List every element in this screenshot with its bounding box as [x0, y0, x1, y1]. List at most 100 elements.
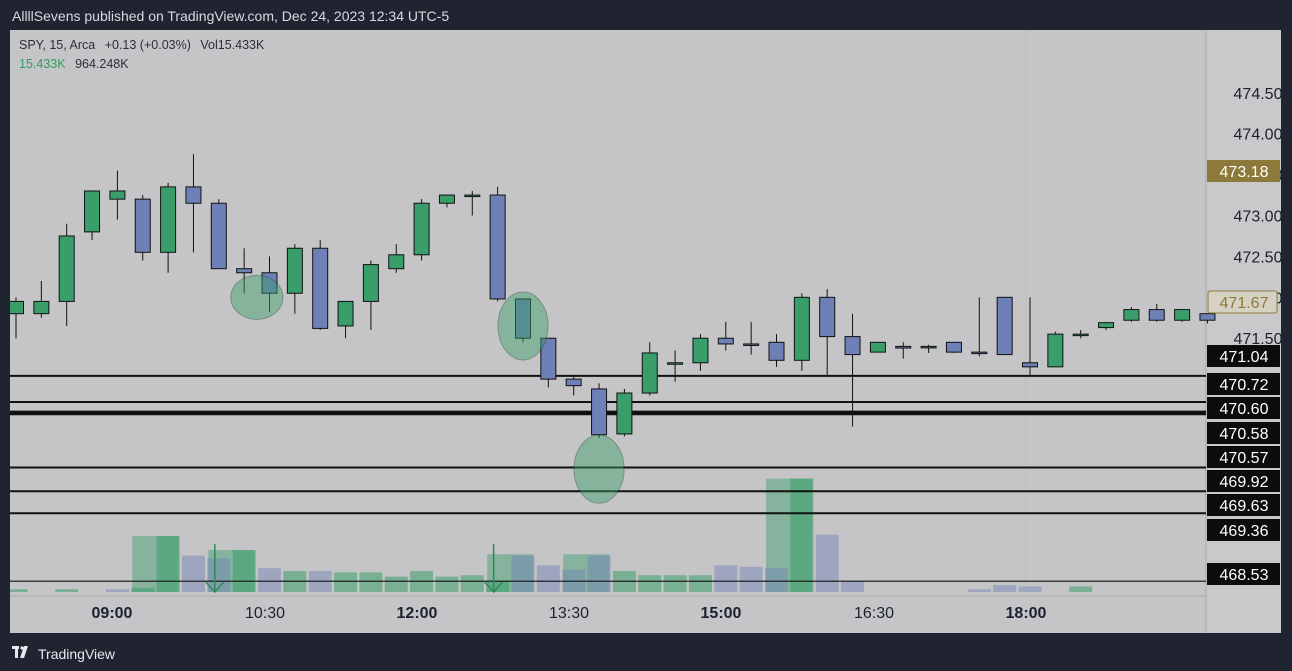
candle-body[interactable] — [540, 337, 557, 380]
candle-body[interactable] — [388, 254, 405, 270]
time-tick-label: 13:30 — [549, 605, 589, 622]
candle-body[interactable] — [312, 247, 329, 329]
candle-body[interactable] — [819, 296, 836, 338]
volume-bar — [967, 589, 991, 592]
candle-body[interactable] — [236, 268, 253, 274]
volume-bar — [131, 587, 155, 592]
candle-body[interactable] — [869, 341, 886, 353]
candle-body[interactable] — [565, 378, 582, 387]
candle-body[interactable] — [58, 235, 75, 302]
price-tick-label: 474.50 — [1234, 86, 1281, 103]
time-tick-label: 09:00 — [92, 605, 133, 622]
level-price-badge[interactable] — [1207, 397, 1280, 419]
volume-bar — [181, 555, 205, 592]
level-price-label: 469.36 — [1220, 523, 1269, 540]
level-price-label: 469.92 — [1220, 474, 1269, 491]
candle-body[interactable] — [1047, 333, 1064, 368]
level-price-badge[interactable] — [1207, 345, 1280, 367]
level-price-badge[interactable] — [1207, 563, 1280, 585]
level-price-badge[interactable] — [1207, 373, 1280, 395]
candle-body[interactable] — [185, 186, 202, 204]
level-price-badge[interactable] — [1207, 519, 1280, 541]
candle-body[interactable] — [591, 388, 608, 436]
candle-body[interactable] — [160, 186, 177, 253]
candle-body[interactable] — [1098, 322, 1115, 329]
ellipse-annotation[interactable] — [230, 274, 284, 320]
candle-body[interactable] — [362, 264, 379, 302]
candle-body[interactable] — [1123, 309, 1140, 321]
candle-body[interactable] — [945, 341, 962, 353]
header-bar: AllllSevens published on TradingView.com… — [0, 0, 1292, 30]
volume-bar — [384, 576, 408, 592]
candle-body[interactable] — [1148, 309, 1165, 321]
volume-label: Vol15.433K — [200, 38, 264, 52]
volume-bar — [1018, 586, 1042, 592]
volume-bar — [207, 558, 231, 592]
candle-body[interactable] — [793, 296, 810, 361]
price-tick-label: 473.00 — [1234, 209, 1281, 226]
candle-body[interactable] — [616, 392, 633, 435]
brand-name: TradingView — [38, 645, 116, 662]
level-price-badge[interactable] — [1207, 446, 1280, 468]
candle-body[interactable] — [286, 247, 303, 294]
candle-body[interactable] — [1072, 333, 1089, 337]
symbol-label[interactable]: SPY, 15, Arca — [19, 38, 96, 52]
candle-body[interactable] — [489, 194, 506, 300]
price-tick-label: 471.50 — [1234, 331, 1281, 348]
current-price-badge[interactable] — [1207, 160, 1280, 182]
level-price-label: 470.72 — [1220, 377, 1269, 394]
candle-body[interactable] — [84, 190, 101, 233]
candle-body[interactable] — [210, 202, 227, 270]
candle-body[interactable] — [641, 352, 658, 394]
last-close-badge[interactable] — [1207, 290, 1278, 314]
candle-body[interactable] — [1174, 309, 1191, 321]
level-price-badge[interactable] — [1207, 470, 1280, 492]
ellipse-annotation[interactable] — [497, 291, 549, 361]
candle-body[interactable] — [717, 337, 734, 345]
volume-bar — [790, 478, 814, 592]
volume-highlight-block — [563, 554, 610, 592]
chart-area[interactable]: 474.50474.00473.50473.00472.50472.00471.… — [10, 30, 1281, 633]
price-chart-svg[interactable]: 474.50474.00473.50473.00472.50472.00471.… — [10, 30, 1281, 633]
candle-body[interactable] — [438, 194, 455, 204]
ellipse-annotation[interactable] — [573, 434, 625, 504]
candle-body[interactable] — [109, 190, 126, 200]
candle-body[interactable] — [337, 300, 354, 327]
volume-bar — [511, 555, 535, 592]
volume-bar — [993, 585, 1017, 592]
candle-body[interactable] — [692, 337, 709, 364]
candle-body[interactable] — [464, 194, 481, 198]
candle-body[interactable] — [413, 202, 430, 256]
volume-bar — [688, 575, 712, 592]
volume-bar — [536, 565, 560, 592]
candle-body[interactable] — [667, 362, 684, 365]
candle-body[interactable] — [895, 345, 912, 349]
volume-bar — [638, 575, 662, 592]
candle-body[interactable] — [743, 343, 760, 346]
volume-bar — [663, 575, 687, 592]
candle-body[interactable] — [996, 296, 1013, 356]
candle-body[interactable] — [261, 272, 278, 294]
volume-bar — [105, 589, 129, 592]
candle-body[interactable] — [10, 300, 24, 315]
level-price-label: 470.57 — [1220, 450, 1269, 467]
candle-body[interactable] — [971, 351, 988, 355]
time-tick-label: 18:00 — [1006, 605, 1047, 622]
candle-body[interactable] — [515, 298, 531, 339]
volume-bar — [460, 575, 484, 592]
time-tick-label: 15:00 — [701, 605, 742, 622]
tradingview-brand[interactable]: TradingView — [12, 645, 115, 662]
volume-bar — [334, 572, 358, 592]
footer-bar: TradingView — [0, 633, 1292, 671]
candle-body[interactable] — [1199, 313, 1216, 321]
candle-body[interactable] — [1022, 362, 1038, 368]
level-price-badge[interactable] — [1207, 422, 1280, 444]
candle-body[interactable] — [33, 300, 50, 315]
volume-value: 15.433K — [217, 38, 265, 52]
level-price-badge[interactable] — [1207, 494, 1280, 516]
candle-body[interactable] — [920, 345, 937, 349]
time-tick-label: 10:30 — [245, 605, 285, 622]
candle-body[interactable] — [844, 336, 861, 356]
candle-body[interactable] — [134, 198, 151, 253]
candle-body[interactable] — [768, 341, 785, 361]
